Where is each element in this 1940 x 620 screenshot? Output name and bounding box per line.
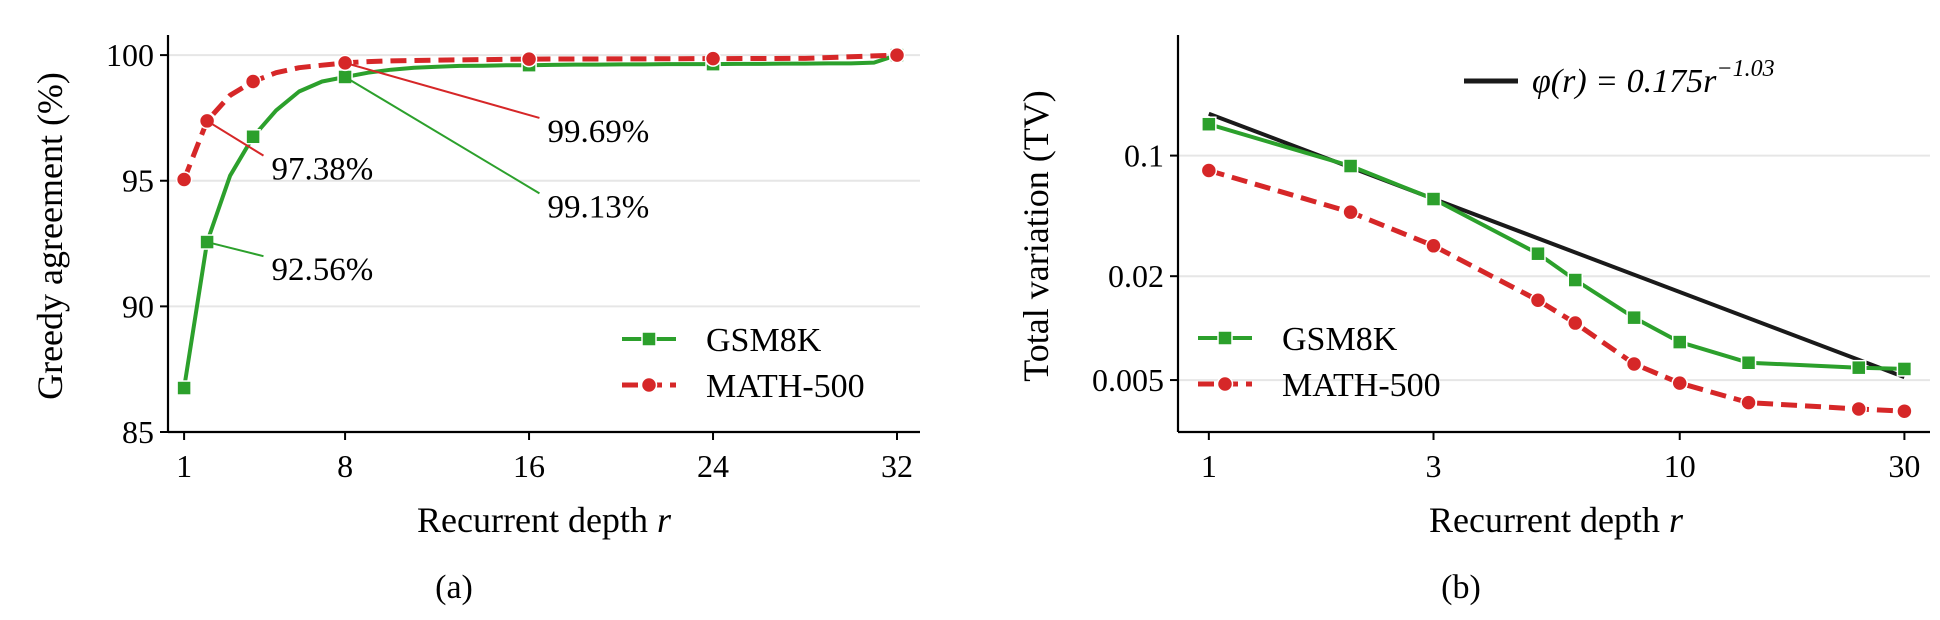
data-point-gsm8k <box>1201 116 1217 132</box>
series-line-math-500 <box>1208 168 1905 414</box>
data-point-gsm8k <box>1425 191 1442 207</box>
legend-label-gsm8k: GSM8K <box>1282 321 1398 358</box>
panel-a-xtick-label: 16 <box>513 448 545 484</box>
legend-marker-math-500 <box>640 376 658 394</box>
series-line-math-500 <box>181 52 898 181</box>
panel-b: 0.005 0.02 0.1 1 3 10 30 Recurrent depth r Tot… <box>1016 35 1930 606</box>
panel-a: 92.56% 97.38% 99.13% 99.69% 85 90 95 100 1 8 16 24… <box>30 35 920 606</box>
data-point-math-500 <box>1625 355 1643 373</box>
legend-label-gsm8k: GSM8K <box>706 322 822 359</box>
panel-b-xtick-label: 30 <box>1888 448 1920 484</box>
data-point-math-500 <box>1896 402 1913 420</box>
data-point-gsm8k <box>1626 309 1642 326</box>
annotation-leader <box>206 120 265 157</box>
panel-a-caption: (a) <box>435 569 473 606</box>
data-point-math-500 <box>175 171 193 188</box>
panel-a-xtick-label: 32 <box>881 448 913 484</box>
legend-label-math-500: MATH-500 <box>706 368 865 405</box>
data-point-math-500 <box>1567 314 1584 332</box>
legend-marker-math-500 <box>1216 375 1234 393</box>
panel-b-ticks: 0.005 0.02 0.1 1 3 10 30 <box>1092 138 1920 484</box>
data-point-math-500 <box>1342 203 1359 221</box>
data-point-math-500 <box>1671 374 1688 392</box>
panel-b-ytick-label: 0.005 <box>1092 362 1164 398</box>
annotation-label: 97.38% <box>271 152 373 188</box>
series-line-gsm8k <box>1208 122 1905 371</box>
data-point-math-500 <box>1425 237 1442 255</box>
axis-variable-r: r <box>657 500 672 540</box>
data-point-gsm8k <box>1740 354 1757 371</box>
panel-b-ytick-label: 0.02 <box>1108 258 1164 294</box>
panel-a-ylabel: Greedy agreement (%) <box>30 72 70 400</box>
panel-a-xtick-label: 1 <box>176 448 192 484</box>
legend-marker-gsm8k <box>641 331 657 347</box>
panel-b-ylabel: Total variation (TV) <box>1016 90 1056 381</box>
panel-b-series <box>1200 111 1913 420</box>
data-point-math-500 <box>336 54 354 72</box>
panel-b-legend: φ(r) = 0.175r−1.03 GSM8K MATH-500 <box>1198 56 1775 404</box>
panel-b-xtick-label: 3 <box>1426 448 1442 484</box>
legend-label-fit: φ(r) = 0.175r−1.03 <box>1532 56 1775 100</box>
panel-b-xtick-label: 10 <box>1664 448 1696 484</box>
panel-b-grid <box>1178 154 1930 382</box>
panel-b-xlabel: Recurrent depth r <box>1429 500 1684 540</box>
panel-b-caption: (b) <box>1441 569 1481 606</box>
panel-a-series <box>175 46 906 396</box>
legend-marker-gsm8k <box>1217 330 1233 346</box>
data-point-gsm8k <box>176 380 192 396</box>
data-point-gsm8k <box>1530 245 1546 262</box>
legend-label-fit-exponent: −1.03 <box>1716 56 1774 82</box>
panel-a-xtick-label: 8 <box>337 448 353 484</box>
panel-a-legend: GSM8K MATH-500 <box>622 322 865 405</box>
data-point-gsm8k <box>1342 158 1359 174</box>
legend-label-math-500: MATH-500 <box>1282 367 1441 404</box>
panel-a-xlabel: Recurrent depth r <box>417 500 672 540</box>
series-line-gsm8k <box>182 53 898 389</box>
data-point-gsm8k <box>1851 359 1867 376</box>
annotation-label: 99.69% <box>547 114 649 150</box>
annotation-leader <box>344 61 540 119</box>
panel-a-xtick-label: 24 <box>697 448 729 484</box>
panel-a-ticks: 85 90 95 100 1 8 16 24 32 <box>106 37 913 484</box>
panel-a-ytick-label: 100 <box>106 37 154 73</box>
axis-variable-r: r <box>1669 500 1684 540</box>
annotation-label: 92.56% <box>271 252 373 288</box>
data-point-math-500 <box>244 73 262 90</box>
panel-b-ytick-label: 0.1 <box>1124 138 1164 174</box>
annotation-leader <box>344 76 540 195</box>
data-point-math-500 <box>888 46 906 64</box>
data-point-math-500 <box>1850 400 1868 418</box>
panel-b-xtick-label: 1 <box>1201 448 1217 484</box>
panel-a-ytick-label: 95 <box>122 163 154 199</box>
data-point-math-500 <box>1740 394 1757 411</box>
data-point-gsm8k <box>1671 334 1688 350</box>
annotation-label: 99.13% <box>547 189 649 225</box>
data-point-gsm8k <box>1896 361 1913 377</box>
panel-a-grid <box>168 54 920 308</box>
data-point-math-500 <box>704 50 722 67</box>
data-point-gsm8k <box>245 129 261 145</box>
data-point-math-500 <box>520 50 538 68</box>
panel-a-annotations: 92.56% 97.38% 99.13% 99.69% <box>206 61 649 288</box>
data-point-gsm8k <box>1567 272 1584 288</box>
data-point-math-500 <box>1200 162 1218 179</box>
data-point-math-500 <box>1529 292 1547 309</box>
panel-a-ytick-label: 90 <box>122 288 154 324</box>
panel-a-ytick-label: 85 <box>122 414 154 450</box>
annotation-leader <box>206 241 264 258</box>
